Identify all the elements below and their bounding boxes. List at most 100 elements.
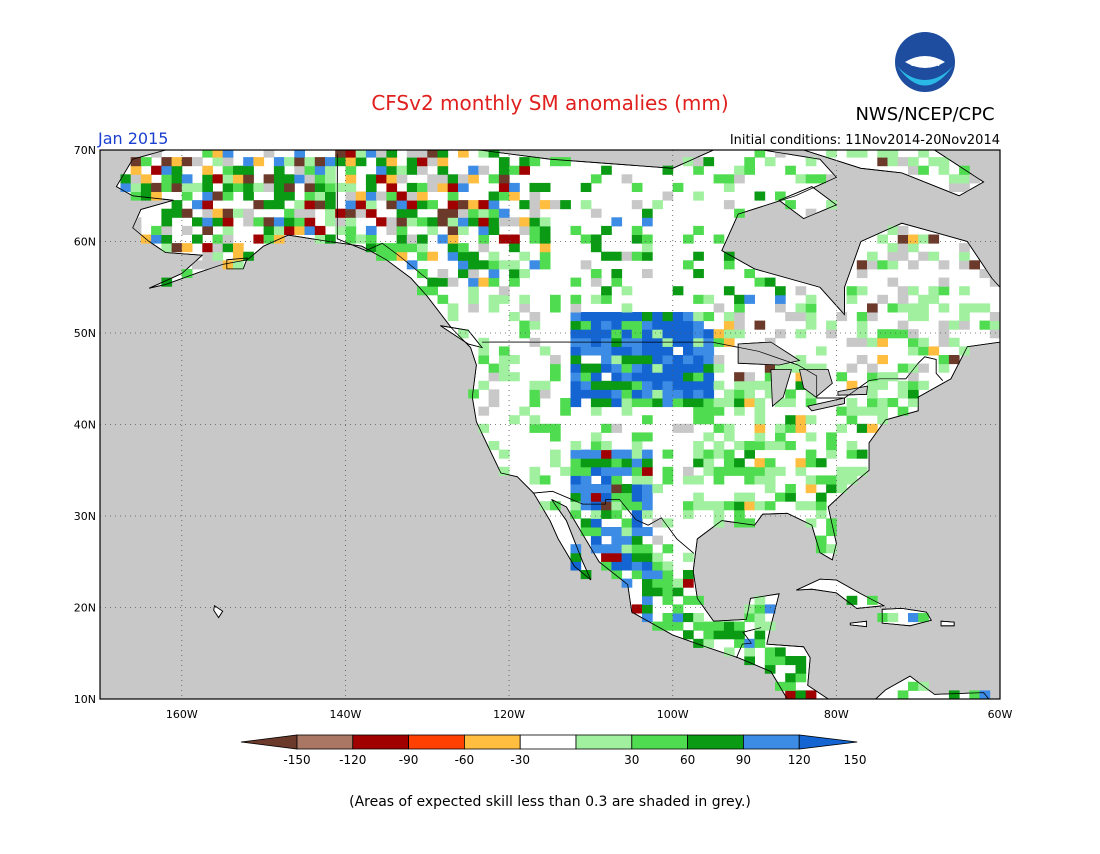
anomaly-cell [703, 501, 714, 510]
anomaly-cell [499, 355, 510, 364]
anomaly-cell [796, 467, 807, 476]
anomaly-cell [642, 209, 653, 218]
anomaly-cell [734, 303, 745, 312]
anomaly-cell [734, 458, 745, 467]
anomaly-cell [898, 235, 909, 244]
anomaly-cell [601, 398, 612, 407]
anomaly-cell [622, 346, 633, 355]
anomaly-cell [765, 475, 776, 484]
anomaly-cell [601, 441, 612, 450]
anomaly-cell [724, 389, 735, 398]
anomaly-cell [397, 166, 408, 175]
anomaly-cell [734, 381, 745, 390]
anomaly-cell [693, 398, 704, 407]
anomaly-cell [581, 381, 592, 390]
anomaly-cell [622, 407, 633, 416]
anomaly-cell [560, 200, 571, 209]
anomaly-cell [806, 303, 817, 312]
anomaly-cell [622, 174, 633, 183]
anomaly-cell [877, 407, 888, 416]
anomaly-cell [366, 183, 377, 192]
anomaly-cell [315, 235, 326, 244]
anomaly-cell [438, 235, 449, 244]
anomaly-cell [530, 389, 541, 398]
anomaly-cell [468, 389, 479, 398]
anomaly-cell [427, 183, 438, 192]
anomaly-cell [611, 553, 622, 562]
anomaly-cell [346, 183, 357, 192]
anomaly-cell [202, 209, 213, 218]
anomaly-cell [642, 432, 653, 441]
anomaly-cell [918, 295, 929, 304]
anomaly-cell [683, 312, 694, 321]
anomaly-cell [816, 501, 827, 510]
anomaly-cell [755, 424, 766, 433]
anomaly-cell [775, 441, 786, 450]
anomaly-cell [581, 346, 592, 355]
anomaly-cell [274, 217, 285, 226]
anomaly-cell [642, 544, 653, 553]
anomaly-cell [632, 432, 643, 441]
anomaly-cell [785, 424, 796, 433]
anomaly-cell [693, 407, 704, 416]
anomaly-cell [530, 209, 541, 218]
anomaly-cell [550, 432, 561, 441]
anomaly-cell [540, 200, 551, 209]
anomaly-cell [417, 243, 428, 252]
colorbar-tick-label: -120 [339, 753, 366, 767]
anomaly-cell [458, 217, 469, 226]
anomaly-cell [959, 321, 970, 330]
anomaly-cell [724, 424, 735, 433]
anomaly-cell [151, 192, 162, 201]
anomaly-cell [540, 389, 551, 398]
anomaly-cell [509, 269, 520, 278]
anomaly-cell [959, 174, 970, 183]
anomaly-cell [888, 303, 899, 312]
anomaly-cell [223, 217, 234, 226]
anomaly-cell [642, 381, 653, 390]
anomaly-cell [622, 536, 633, 545]
anomaly-cell [663, 561, 674, 570]
anomaly-cell [673, 622, 684, 631]
anomaly-cell [294, 226, 305, 235]
anomaly-cell [785, 656, 796, 665]
anomaly-cell [530, 467, 541, 476]
anomaly-cell [642, 235, 653, 244]
anomaly-cell [744, 647, 755, 656]
anomaly-cell [652, 398, 663, 407]
anomaly-cell [734, 407, 745, 416]
anomaly-cell [632, 493, 643, 502]
anomaly-cell [703, 157, 714, 166]
anomaly-cell [663, 372, 674, 381]
anomaly-cell [683, 346, 694, 355]
anomaly-cell [478, 209, 489, 218]
anomaly-cell [734, 630, 745, 639]
anomaly-cell [652, 579, 663, 588]
anomaly-cell [622, 286, 633, 295]
anomaly-cell [284, 209, 295, 218]
anomaly-cell [683, 475, 694, 484]
anomaly-cell [601, 252, 612, 261]
anomaly-cell [284, 157, 295, 166]
anomaly-cell [243, 217, 254, 226]
anomaly-cell [632, 475, 643, 484]
anomaly-cell [622, 355, 633, 364]
anomaly-cell [693, 458, 704, 467]
anomaly-cell [325, 192, 336, 201]
anomaly-cell [253, 217, 264, 226]
anomaly-cell [714, 475, 725, 484]
anomaly-cell [806, 432, 817, 441]
anomaly-cell [550, 450, 561, 459]
anomaly-cell [949, 183, 960, 192]
anomaly-cell [888, 243, 899, 252]
anomaly-cell [478, 226, 489, 235]
anomaly-cell [857, 269, 868, 278]
anomaly-cell [397, 192, 408, 201]
anomaly-cell [663, 321, 674, 330]
anomaly-cell [755, 415, 766, 424]
anomaly-cell [417, 217, 428, 226]
anomaly-cell [468, 303, 479, 312]
anomaly-cell [550, 458, 561, 467]
anomaly-cell [785, 484, 796, 493]
